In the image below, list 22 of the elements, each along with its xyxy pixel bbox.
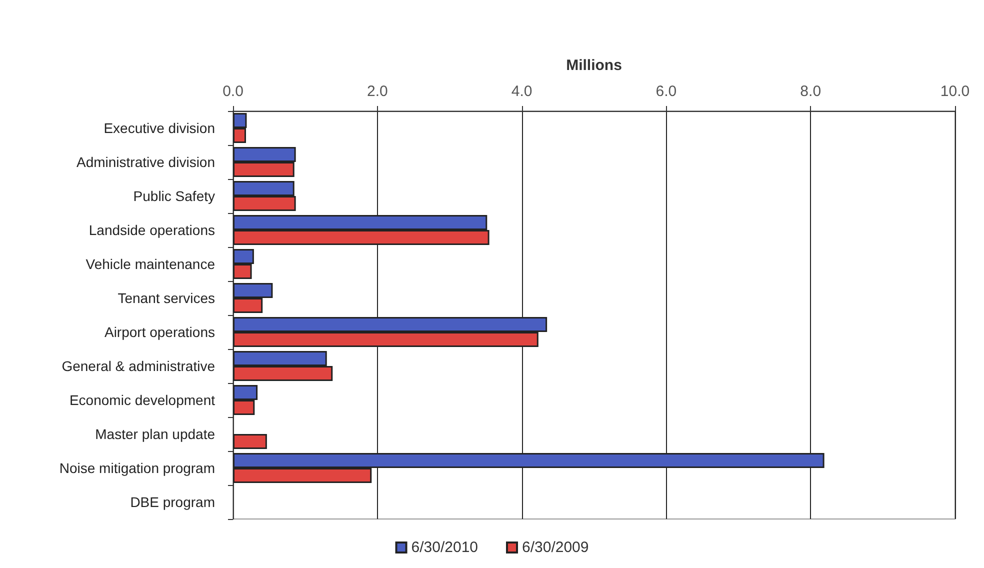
y-tick-label: Vehicle maintenance — [86, 256, 216, 272]
x-tick-label: 0.0 — [222, 83, 244, 100]
x-tick-label: 6.0 — [656, 83, 677, 100]
bar — [233, 434, 267, 449]
y-tick-label: Landside operations — [88, 222, 215, 238]
y-tick-label: Airport operations — [104, 324, 215, 340]
y-tick-label: Noise mitigation program — [59, 460, 215, 476]
x-tick-label: 2.0 — [366, 83, 388, 100]
y-tick-label: Economic development — [69, 392, 216, 408]
y-tick-label: Executive division — [104, 120, 215, 136]
x-tick-label: 8.0 — [800, 83, 822, 100]
x-axis-title: Millions — [566, 57, 622, 74]
x-tick-label: 10.0 — [940, 83, 970, 100]
legend-label: 6/30/2010 — [411, 539, 478, 556]
y-tick-label: Master plan update — [95, 426, 216, 442]
y-tick-label: Tenant services — [118, 290, 215, 306]
y-tick-label: Public Safety — [133, 188, 215, 204]
x-tick-label: 4.0 — [511, 83, 532, 100]
y-tick-label: Administrative division — [76, 154, 215, 170]
legend-label: 6/30/2009 — [522, 539, 589, 556]
y-tick-label: DBE program — [130, 494, 215, 510]
y-tick-label: General & administrative — [62, 358, 216, 374]
